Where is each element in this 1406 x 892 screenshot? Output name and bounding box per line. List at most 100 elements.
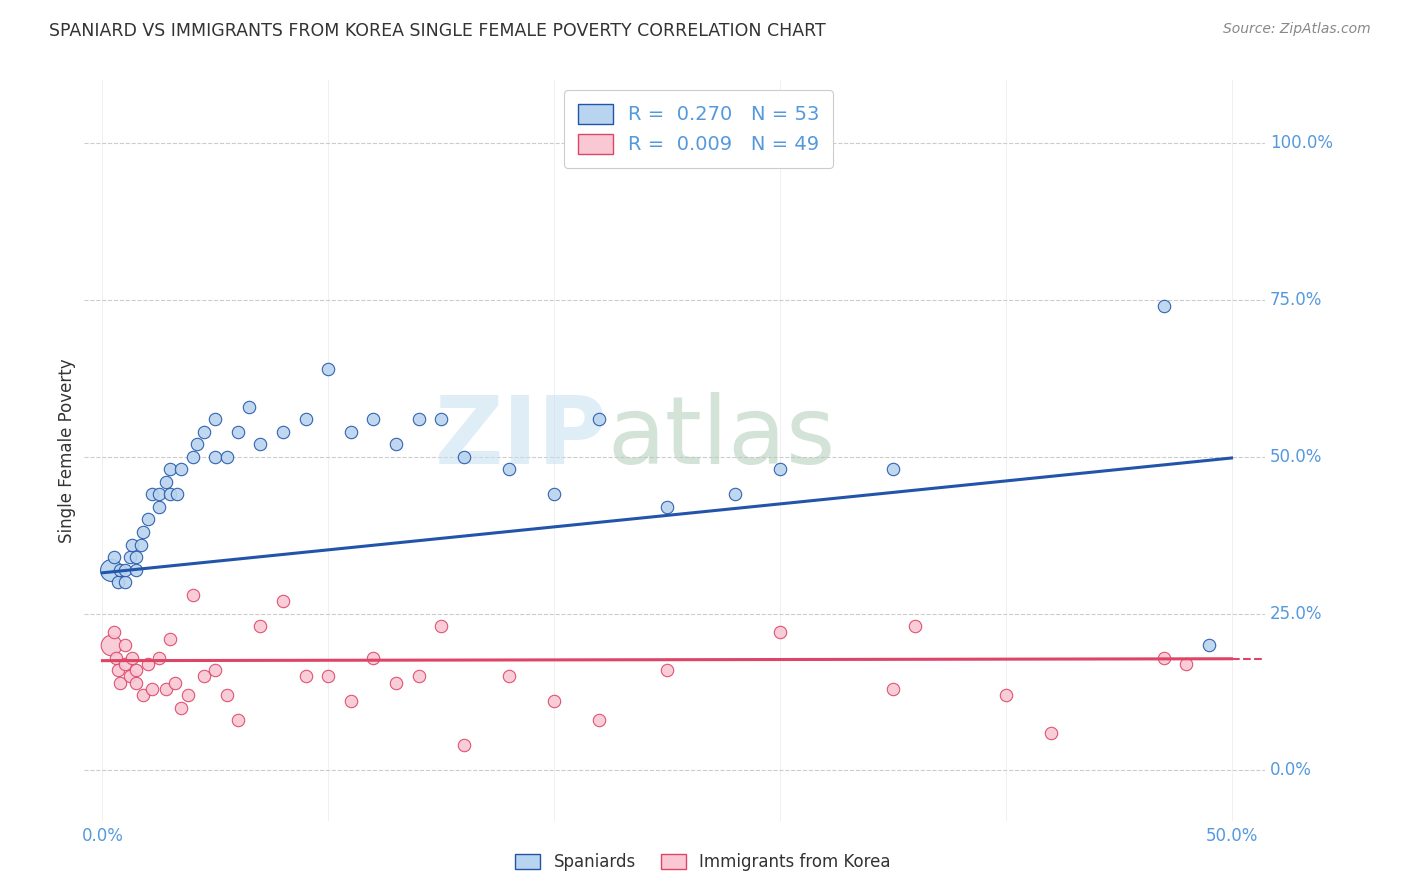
Text: SPANIARD VS IMMIGRANTS FROM KOREA SINGLE FEMALE POVERTY CORRELATION CHART: SPANIARD VS IMMIGRANTS FROM KOREA SINGLE… (49, 22, 825, 40)
Point (159, 462, 181, 476)
Point (215, 450, 238, 464)
Point (114, 563, 136, 577)
Point (1198, 638, 1220, 652)
Point (181, 450, 204, 464)
Text: ZIP: ZIP (434, 392, 607, 484)
Point (655, 663, 678, 677)
Point (125, 675, 148, 690)
Point (181, 588, 204, 602)
Point (238, 400, 260, 414)
Point (163, 675, 186, 690)
Point (340, 694, 363, 708)
Point (226, 713, 249, 727)
Point (882, 681, 904, 696)
Point (141, 487, 163, 501)
Point (543, 694, 565, 708)
Point (271, 594, 294, 608)
Point (294, 669, 316, 683)
Point (882, 462, 904, 476)
Point (430, 619, 453, 633)
Point (316, 362, 339, 376)
Text: 25.0%: 25.0% (1270, 605, 1323, 623)
Point (103, 550, 125, 565)
Point (148, 650, 170, 665)
Point (148, 487, 170, 501)
Point (110, 675, 132, 690)
Point (249, 437, 271, 451)
Text: Source: ZipAtlas.com: Source: ZipAtlas.com (1223, 22, 1371, 37)
Point (1175, 657, 1198, 671)
Point (588, 713, 610, 727)
Point (340, 425, 363, 439)
Point (543, 487, 565, 501)
Point (155, 475, 177, 489)
Point (363, 412, 385, 426)
Point (136, 512, 159, 526)
Point (118, 669, 141, 683)
Point (104, 650, 127, 665)
Point (994, 688, 1017, 702)
Point (588, 412, 610, 426)
Point (159, 632, 181, 646)
Point (385, 437, 408, 451)
Point (177, 688, 200, 702)
Point (408, 669, 430, 683)
Point (103, 625, 125, 640)
Point (114, 575, 136, 590)
Point (363, 650, 385, 665)
Point (1039, 726, 1062, 740)
Point (100, 638, 122, 652)
Point (186, 437, 208, 451)
Point (114, 657, 136, 671)
Point (204, 663, 226, 677)
Point (118, 550, 141, 565)
Point (170, 700, 193, 714)
Point (430, 412, 453, 426)
Legend: R =  0.270   N = 53, R =  0.009   N = 49: R = 0.270 N = 53, R = 0.009 N = 49 (564, 90, 834, 168)
Text: 50.0%: 50.0% (1205, 827, 1258, 845)
Point (121, 538, 143, 552)
Point (249, 619, 271, 633)
Point (904, 619, 927, 633)
Point (107, 663, 129, 677)
Legend: Spaniards, Immigrants from Korea: Spaniards, Immigrants from Korea (508, 845, 898, 880)
Point (114, 638, 136, 652)
Text: 50.0%: 50.0% (1270, 448, 1322, 466)
Point (166, 487, 188, 501)
Point (498, 462, 520, 476)
Point (125, 550, 148, 565)
Point (125, 563, 148, 577)
Point (769, 462, 792, 476)
Point (408, 412, 430, 426)
Point (769, 625, 792, 640)
Point (294, 412, 316, 426)
Point (271, 425, 294, 439)
Point (100, 563, 122, 577)
Point (125, 663, 148, 677)
Point (129, 538, 152, 552)
Point (155, 681, 177, 696)
Point (498, 669, 520, 683)
Text: 0.0%: 0.0% (1270, 762, 1312, 780)
Point (193, 425, 215, 439)
Text: atlas: atlas (607, 392, 835, 484)
Text: 0.0%: 0.0% (82, 827, 124, 845)
Point (107, 575, 129, 590)
Point (316, 669, 339, 683)
Text: 100.0%: 100.0% (1270, 134, 1333, 152)
Point (110, 563, 132, 577)
Point (159, 487, 181, 501)
Point (204, 450, 226, 464)
Point (141, 681, 163, 696)
Point (1153, 299, 1175, 313)
Point (132, 524, 155, 539)
Point (1153, 650, 1175, 665)
Point (226, 425, 249, 439)
Text: 75.0%: 75.0% (1270, 291, 1322, 309)
Point (204, 412, 226, 426)
Point (453, 739, 475, 753)
Point (121, 650, 143, 665)
Point (453, 450, 475, 464)
Point (215, 688, 238, 702)
Point (148, 500, 170, 514)
